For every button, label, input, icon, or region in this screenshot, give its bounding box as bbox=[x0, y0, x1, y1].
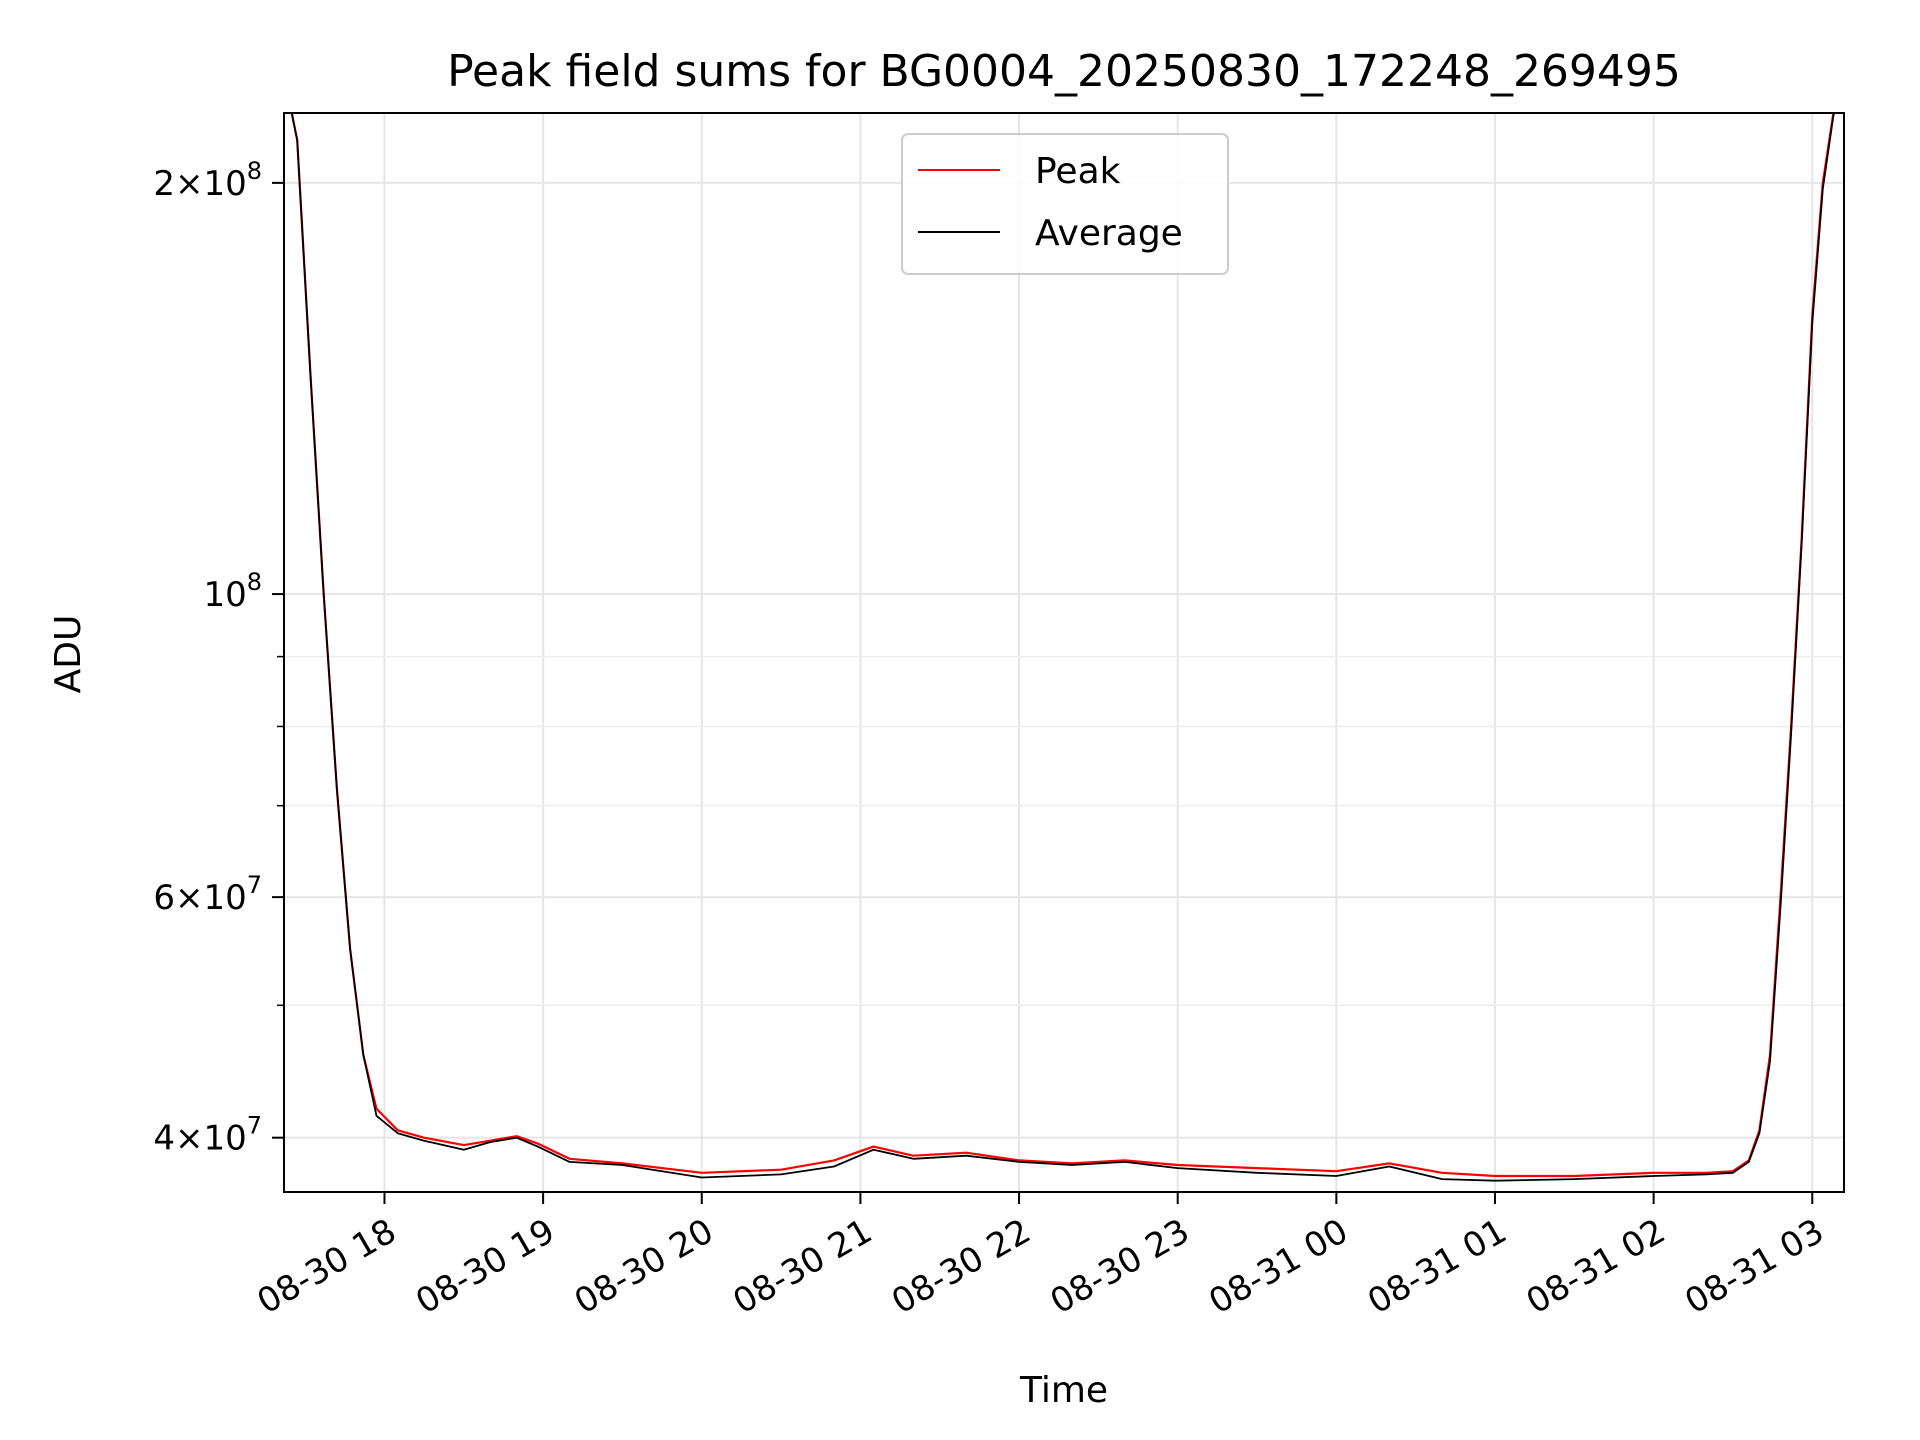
y-tick-label: 108 bbox=[203, 568, 262, 615]
y-tick-label: 2×108 bbox=[153, 157, 262, 204]
y-axis-ticks: 4×107 6×107 108 2×108 bbox=[153, 157, 284, 1159]
legend-label-average: Average bbox=[1035, 213, 1183, 254]
plot-frame bbox=[283, 112, 1845, 1193]
x-axis-label: Time bbox=[1019, 1370, 1108, 1411]
series-line-average bbox=[290, 113, 1836, 1182]
chart-title: Peak field sums for BG0004_20250830_1722… bbox=[447, 46, 1681, 97]
legend-label-peak: Peak bbox=[1035, 151, 1121, 192]
y-tick-label: 6×107 bbox=[153, 871, 262, 918]
y-tick-label: 4×107 bbox=[153, 1112, 262, 1159]
y-axis-label: ADU bbox=[48, 615, 89, 694]
legend: Peak Average bbox=[901, 133, 1229, 275]
series-lines bbox=[290, 113, 1836, 1182]
